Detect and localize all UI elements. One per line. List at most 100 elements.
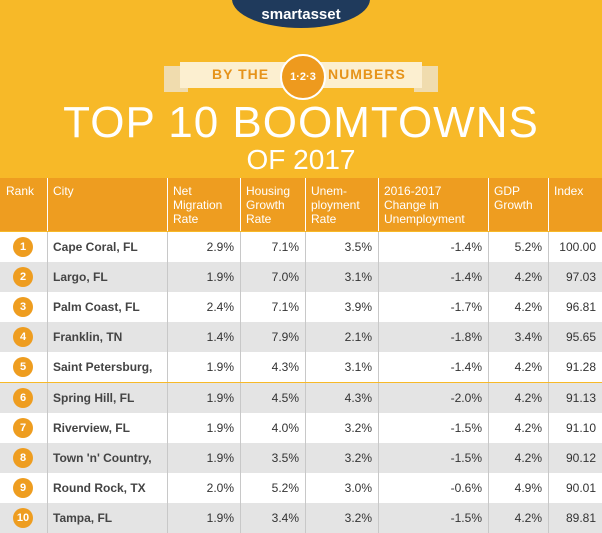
cell-value: -1.8%: [450, 330, 482, 345]
cell-divider: [305, 472, 306, 503]
cell-divider: [548, 262, 549, 293]
cell-value: 7.1%: [271, 240, 299, 254]
city-name: Cape Coral, FL: [53, 240, 138, 254]
cell-divider: [47, 352, 48, 383]
cell-divider: [378, 472, 379, 503]
cell-value: -1.5%: [450, 450, 482, 465]
cell-value: -1.5%: [450, 510, 482, 525]
cell-value: 7.9%: [271, 330, 299, 345]
cell-value: 1.9%: [206, 270, 234, 285]
cell-divider: [488, 322, 489, 353]
column-header: Net Migration Rate: [173, 184, 223, 226]
cell-value: -2.0%: [450, 390, 482, 405]
cell-value: 4.2%: [514, 510, 542, 525]
cell-divider: [47, 502, 48, 533]
cell-divider: [167, 502, 168, 533]
cell-value: 4.2%: [514, 420, 542, 435]
column-divider: [548, 178, 549, 231]
cell-divider: [548, 412, 549, 443]
cell-value: -1.4%: [450, 240, 482, 254]
cell-divider: [305, 292, 306, 323]
cell-divider: [305, 262, 306, 293]
cell-divider: [378, 262, 379, 293]
cell-divider: [305, 442, 306, 473]
column-divider: [305, 178, 306, 231]
cell-divider: [47, 292, 48, 323]
cell-value: 3.2%: [344, 450, 372, 465]
cell-value: 7.0%: [271, 270, 299, 285]
logo: smartasset: [261, 6, 341, 23]
cell-divider: [47, 472, 48, 503]
cell-divider: [488, 232, 489, 262]
cell-divider: [47, 382, 48, 413]
cell-value: 2.1%: [344, 330, 372, 345]
cell-divider: [548, 232, 549, 262]
cell-divider: [47, 232, 48, 262]
cell-divider: [47, 442, 48, 473]
cell-value: 5.2%: [514, 240, 542, 254]
city-name: Riverview, FL: [53, 420, 130, 435]
cell-divider: [167, 292, 168, 323]
cell-value: 4.2%: [514, 270, 542, 285]
cell-value: 4.0%: [271, 420, 299, 435]
cell-value: 4.2%: [514, 450, 542, 465]
table-row: [0, 412, 602, 443]
ribbon-text: BY THE: [212, 66, 270, 82]
cell-value: 3.0%: [344, 480, 372, 495]
cell-value: 3.4%: [514, 330, 542, 345]
cell-value: 3.9%: [344, 300, 372, 315]
ribbon-text: NUMBERS: [328, 66, 406, 82]
cell-divider: [488, 442, 489, 473]
rank-badge: 7: [13, 417, 33, 438]
cell-value: 4.3%: [271, 360, 299, 375]
cell-divider: [240, 502, 241, 533]
table-row: [0, 262, 602, 293]
cell-divider: [167, 382, 168, 413]
cell-divider: [240, 322, 241, 353]
cell-value: 91.10: [565, 420, 596, 435]
cell-divider: [378, 382, 379, 413]
rank-badge: 4: [13, 327, 33, 348]
cell-divider: [378, 412, 379, 443]
rank-badge: 10: [13, 507, 33, 528]
cell-divider: [167, 232, 168, 262]
cell-divider: [548, 442, 549, 473]
cell-divider: [167, 412, 168, 443]
cell-value: 3.4%: [271, 510, 299, 525]
rank-badge: 5: [13, 357, 33, 378]
cell-value: 4.5%: [271, 390, 299, 405]
column-header: 2016-2017 Change in Unemployment: [384, 184, 465, 226]
rank-badge: 6: [13, 387, 33, 408]
cell-divider: [378, 322, 379, 353]
cell-divider: [167, 262, 168, 293]
cell-value: 96.81: [565, 300, 596, 315]
column-header: City: [53, 184, 74, 198]
table-row: [0, 502, 602, 533]
cell-divider: [488, 502, 489, 533]
column-header: Index: [554, 184, 584, 198]
cell-divider: [488, 412, 489, 443]
table-row: [0, 442, 602, 473]
column-divider: [488, 178, 489, 231]
cell-divider: [240, 292, 241, 323]
column-header: Housing Growth Rate: [246, 184, 291, 226]
cell-divider: [240, 262, 241, 293]
city-name: Largo, FL: [53, 270, 108, 285]
cell-value: -1.5%: [450, 420, 482, 435]
cell-divider: [240, 442, 241, 473]
table-row: [0, 292, 602, 323]
cell-divider: [167, 352, 168, 383]
rank-badge: 3: [13, 297, 33, 318]
cell-divider: [488, 292, 489, 323]
cell-divider: [378, 232, 379, 262]
cell-value: 3.5%: [271, 450, 299, 465]
cell-divider: [305, 322, 306, 353]
title: TOP 10 BOOMTOWNS: [63, 98, 539, 147]
column-divider: [240, 178, 241, 231]
cell-value: 100.00: [559, 240, 596, 254]
cell-value: 1.9%: [206, 510, 234, 525]
cell-divider: [47, 322, 48, 353]
cell-value: 90.12: [565, 450, 596, 465]
cell-divider: [378, 442, 379, 473]
table-row: [0, 472, 602, 503]
